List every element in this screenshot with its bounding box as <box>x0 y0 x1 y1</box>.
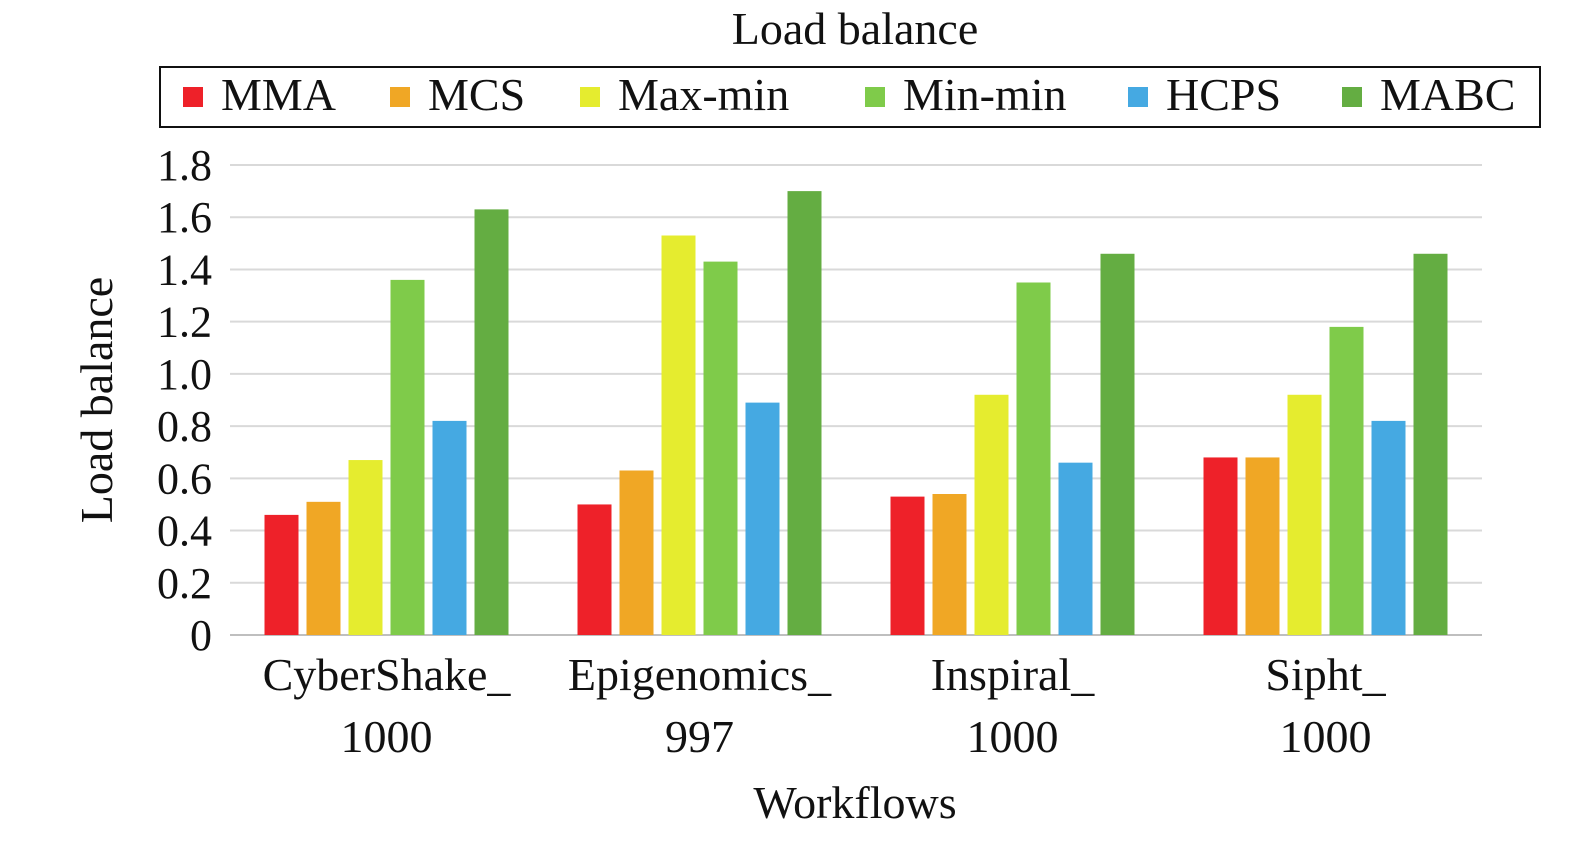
y-tick-label: 0.6 <box>157 454 212 503</box>
bar-min-min-3 <box>1016 282 1051 635</box>
legend-label: Max-min <box>618 69 789 120</box>
bar-hcps-3 <box>1058 462 1093 635</box>
legend-swatch <box>1342 87 1362 107</box>
bar-min-min-2 <box>703 261 738 635</box>
y-tick-label: 0.2 <box>157 559 212 608</box>
bar-mcs-2 <box>619 470 654 635</box>
bar-mcs-3 <box>932 494 967 635</box>
y-tick-label: 1.2 <box>157 298 212 347</box>
legend-label: MABC <box>1380 69 1515 120</box>
x-axis-categories: CyberShake_ 1000 Epigenomics_ 997 Inspiral_ 1… <box>263 649 1387 762</box>
legend-label: MCS <box>428 69 525 120</box>
bar-mma-2 <box>577 504 612 635</box>
x-axis-label: Workflows <box>753 777 956 828</box>
legend: MMA MCS Max-min Min-min HCPS MABC <box>183 69 1515 120</box>
legend-label: HCPS <box>1166 69 1281 120</box>
bar-hcps-4 <box>1371 420 1406 635</box>
x-category-label-line2: 1000 <box>967 711 1059 762</box>
bar-mcs-1 <box>306 501 341 635</box>
bars <box>264 191 1448 635</box>
x-category-label-line2: 1000 <box>341 711 433 762</box>
bar-min-min-1 <box>390 279 425 635</box>
y-tick-label: 1.6 <box>157 193 212 242</box>
bar-hcps-1 <box>432 420 467 635</box>
x-category-label: CyberShake_ <box>263 649 512 700</box>
bar-max-min-1 <box>348 460 383 635</box>
y-tick-label: 1.0 <box>157 350 212 399</box>
bar-mcs-4 <box>1245 457 1280 635</box>
legend-swatch <box>865 87 885 107</box>
x-category-label-line2: 1000 <box>1280 711 1372 762</box>
bar-mma-4 <box>1203 457 1238 635</box>
legend-swatch <box>1128 87 1148 107</box>
bar-mabc-4 <box>1413 253 1448 635</box>
bar-max-min-4 <box>1287 394 1322 635</box>
bar-min-min-4 <box>1329 326 1364 635</box>
x-category-label: Inspiral_ <box>931 649 1096 700</box>
y-axis-ticks: 00.20.40.60.81.01.21.41.61.8 <box>157 141 212 660</box>
legend-swatch <box>183 87 203 107</box>
bar-mabc-2 <box>787 191 822 635</box>
x-category-label: Epigenomics_ <box>568 649 832 700</box>
bar-max-min-3 <box>974 394 1009 635</box>
y-tick-label: 1.8 <box>157 141 212 190</box>
bar-max-min-2 <box>661 235 696 635</box>
bar-mabc-1 <box>474 209 509 635</box>
legend-swatch <box>580 87 600 107</box>
bar-hcps-2 <box>745 402 780 635</box>
y-tick-label: 0 <box>190 611 212 660</box>
bar-mma-3 <box>890 496 925 635</box>
y-tick-label: 0.8 <box>157 402 212 451</box>
bar-mabc-3 <box>1100 253 1135 635</box>
legend-label: Min-min <box>903 69 1067 120</box>
x-category-label-line2: 997 <box>665 711 734 762</box>
x-category-label: Sipht_ <box>1265 649 1386 700</box>
y-tick-label: 0.4 <box>157 507 212 556</box>
bar-mma-1 <box>264 514 299 635</box>
chart-title: Load balance <box>732 3 978 54</box>
y-axis-label: Load balance <box>71 277 122 523</box>
legend-swatch <box>390 87 410 107</box>
y-tick-label: 1.4 <box>157 245 212 294</box>
legend-label: MMA <box>221 69 336 120</box>
legend-box <box>159 66 1541 128</box>
